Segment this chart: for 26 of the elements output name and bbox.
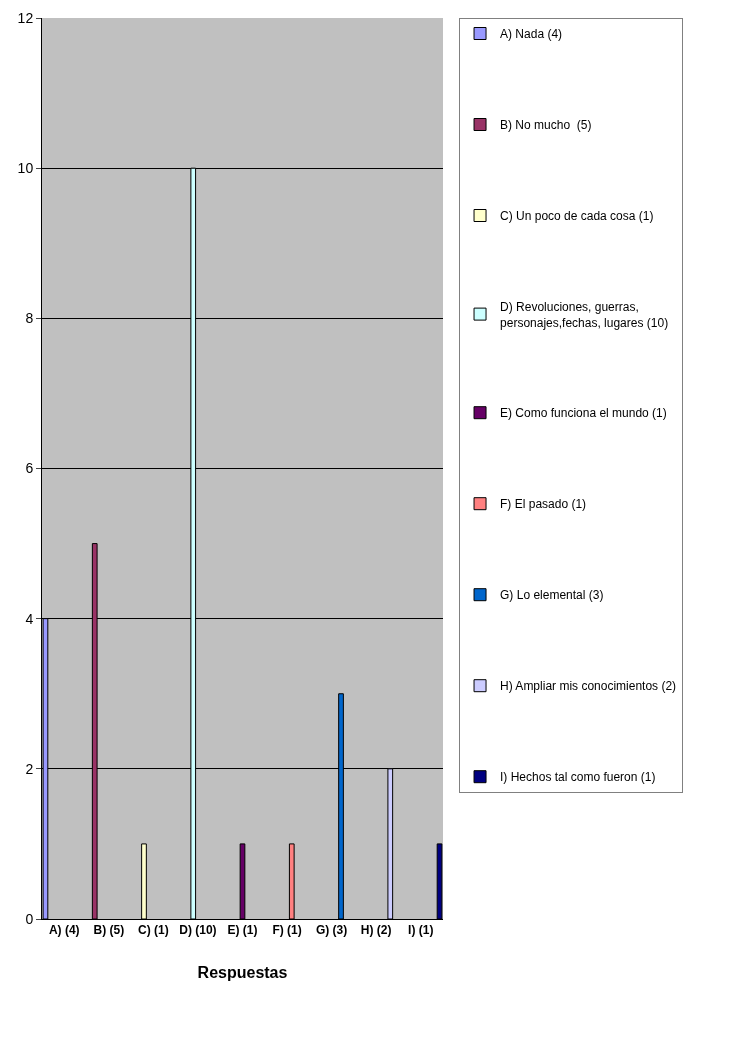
legend-label: D) Revoluciones, guerras, personajes,fechas, lugares (10) [500,299,669,330]
legend-label: E) Como funciona el mundo (1) [500,406,667,421]
x-tick-label: A) (4) [48,923,80,938]
x-axis-title: Respuestas [197,964,288,982]
legend-label: I) Hechos tal como fueron (1) [500,770,656,785]
y-tick-label: 2 [25,760,34,777]
y-tick-label: 8 [25,310,34,327]
legend-label: C) Un poco de cada cosa (1) [500,209,654,224]
y-tick-label: 0 [25,910,34,927]
x-tick-label: F) (1) [272,923,302,938]
legend-label: H) Ampliar mis conocimientos (2) [500,679,677,694]
x-tick-label: H) (2) [360,923,392,938]
x-tick-label: B) (5) [93,923,125,938]
y-tick-label: 4 [25,610,34,627]
legend-label: F) El pasado (1) [500,497,587,512]
legend-label: B) No mucho (5) [500,118,592,133]
legend-label: G) Lo elemental (3) [500,588,604,603]
x-tick-label: I) (1) [408,923,434,938]
x-tick-label: E) (1) [227,923,258,938]
y-tick-label: 10 [17,160,34,177]
x-tick-label: C) (1) [138,923,169,938]
y-tick-label: 12 [17,9,34,26]
x-tick-label: D) (10) [179,923,217,938]
legend-label: A) Nada (4) [500,27,563,42]
x-tick-label: G) (3) [315,923,348,938]
y-tick-label: 6 [25,460,34,477]
